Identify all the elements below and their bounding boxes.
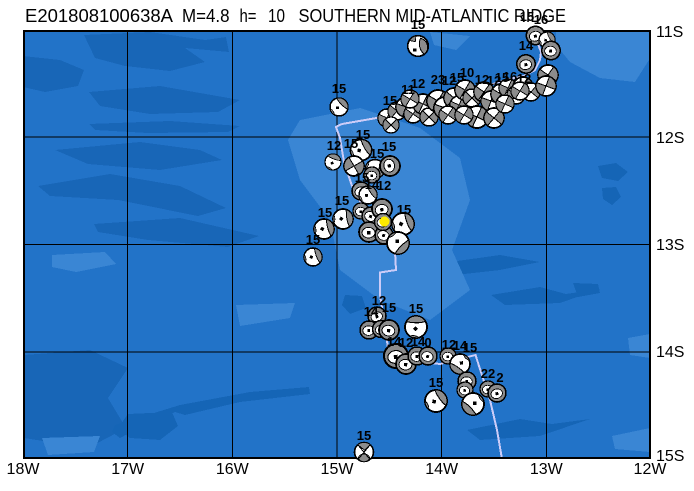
- svg-text:15: 15: [355, 170, 369, 185]
- svg-text:14: 14: [387, 334, 402, 349]
- svg-text:14: 14: [364, 304, 379, 319]
- svg-text:15: 15: [409, 301, 423, 316]
- svg-text:12: 12: [399, 335, 413, 350]
- svg-text:18W: 18W: [7, 461, 41, 478]
- svg-text:23: 23: [431, 72, 445, 87]
- svg-text:15: 15: [520, 9, 534, 24]
- svg-text:h=: h=: [240, 6, 257, 26]
- svg-text:16: 16: [503, 69, 517, 84]
- svg-text:14: 14: [453, 338, 468, 353]
- svg-text:12: 12: [372, 293, 386, 308]
- svg-text:0: 0: [424, 335, 431, 350]
- svg-text:12: 12: [475, 72, 489, 87]
- svg-text:15W: 15W: [321, 461, 355, 478]
- svg-text:16W: 16W: [216, 461, 250, 478]
- svg-text:15: 15: [370, 146, 384, 161]
- svg-text:12: 12: [517, 71, 531, 86]
- svg-text:15: 15: [450, 70, 464, 85]
- svg-text:15: 15: [356, 127, 370, 142]
- svg-text:15: 15: [382, 300, 396, 315]
- svg-text:12: 12: [377, 178, 391, 193]
- svg-text:14: 14: [365, 177, 380, 192]
- svg-text:15: 15: [318, 205, 332, 220]
- svg-text:10: 10: [268, 6, 285, 26]
- svg-text:15: 15: [429, 375, 443, 390]
- svg-text:E201808100638A: E201808100638A: [25, 6, 173, 26]
- svg-text:11: 11: [401, 82, 415, 97]
- svg-text:15S: 15S: [656, 448, 684, 465]
- svg-text:15: 15: [397, 202, 411, 217]
- svg-text:M=4.8: M=4.8: [182, 6, 230, 26]
- svg-text:10: 10: [460, 65, 474, 80]
- svg-text:SOUTHERN MID-ATLANTIC RIDGE: SOUTHERN MID-ATLANTIC RIDGE: [299, 6, 567, 26]
- svg-text:14: 14: [519, 38, 534, 53]
- svg-text:13W: 13W: [530, 461, 564, 478]
- svg-text:12: 12: [442, 73, 456, 88]
- svg-text:14: 14: [411, 334, 426, 349]
- svg-text:15: 15: [382, 139, 396, 154]
- svg-text:15: 15: [357, 428, 371, 443]
- svg-text:15: 15: [332, 81, 346, 96]
- svg-text:15: 15: [411, 17, 425, 32]
- svg-text:12: 12: [411, 76, 425, 91]
- svg-text:15: 15: [463, 340, 477, 355]
- svg-text:16: 16: [534, 12, 548, 27]
- svg-text:11S: 11S: [656, 24, 683, 41]
- svg-text:2: 2: [496, 370, 503, 385]
- svg-text:14S: 14S: [656, 344, 684, 361]
- svg-text:22: 22: [481, 366, 495, 381]
- svg-text:12: 12: [487, 73, 501, 88]
- svg-text:12W: 12W: [634, 461, 668, 478]
- svg-text:15: 15: [306, 232, 320, 247]
- svg-text:13S: 13S: [656, 237, 684, 254]
- svg-text:15: 15: [335, 193, 349, 208]
- svg-text:17W: 17W: [111, 461, 145, 478]
- svg-text:12: 12: [327, 138, 341, 153]
- svg-text:14W: 14W: [425, 461, 459, 478]
- svg-text:15: 15: [344, 136, 358, 151]
- svg-text:12: 12: [442, 337, 456, 352]
- svg-text:15: 15: [383, 93, 397, 108]
- svg-text:15: 15: [495, 70, 509, 85]
- svg-text:12S: 12S: [656, 130, 684, 147]
